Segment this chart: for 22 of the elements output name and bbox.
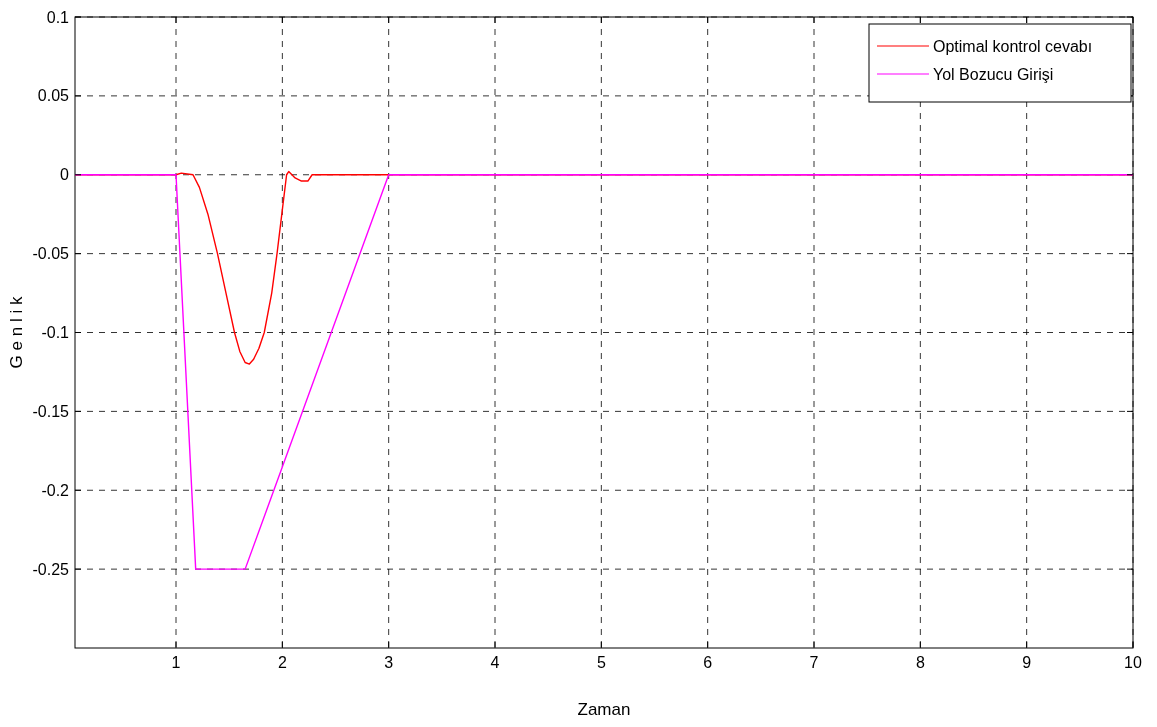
y-tick-label: -0.15 xyxy=(32,402,70,420)
x-tick-label: 10 xyxy=(1124,654,1142,671)
x-tick-label: 7 xyxy=(809,654,819,671)
x-tick-label: 4 xyxy=(490,654,500,671)
legend-label: Yol Bozucu Girişi xyxy=(933,65,1054,83)
x-tick-label: 3 xyxy=(384,654,394,671)
y-tick-label: -0.05 xyxy=(32,245,70,263)
y-axis-title: G e n l i k xyxy=(7,296,26,369)
x-tick-label: 8 xyxy=(915,654,925,671)
y-tick-label: -0.25 xyxy=(32,560,70,578)
x-tick-label: 9 xyxy=(1022,654,1032,671)
y-tick-label: 0.1 xyxy=(46,8,70,26)
x-tick-label: 5 xyxy=(596,654,606,671)
y-tick-label: -0.1 xyxy=(41,324,70,342)
x-tick-label: 1 xyxy=(171,654,181,671)
y-tick-label: 0.05 xyxy=(37,87,70,105)
x-tick-label: 6 xyxy=(703,654,713,671)
y-tick-label: -0.2 xyxy=(41,481,70,499)
x-tick-label: 2 xyxy=(277,654,287,671)
x-axis-title: Zaman xyxy=(577,700,631,719)
legend-label: Optimal kontrol cevabı xyxy=(933,37,1093,55)
y-tick-label: 0 xyxy=(60,166,70,184)
